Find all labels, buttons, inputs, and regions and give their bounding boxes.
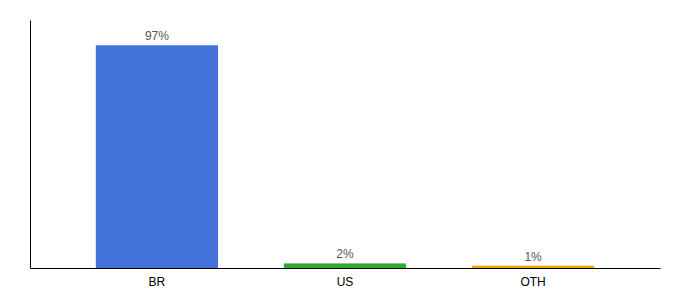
- data-labels: 97% 2% 1%: [145, 29, 542, 263]
- x-tick-label: BR: [149, 275, 166, 289]
- x-tick: OTH: [520, 275, 545, 289]
- y-axis: [30, 21, 31, 269]
- x-tick-label: OTH: [520, 275, 545, 289]
- x-tick: US: [337, 275, 354, 289]
- x-axis: BR US OTH: [31, 269, 661, 289]
- plot-area: BR US OTH 97% 2% 1%: [31, 21, 661, 289]
- bars: [96, 45, 594, 268]
- chart-svg: BR US OTH 97% 2% 1%: [0, 0, 680, 300]
- data-label: 2%: [336, 247, 354, 261]
- bar: [96, 45, 218, 268]
- data-label: 1%: [524, 250, 542, 264]
- x-axis-line: [31, 268, 661, 269]
- x-tick-label: US: [337, 275, 354, 289]
- y-axis-line: [30, 21, 31, 269]
- data-label: 97%: [145, 29, 169, 43]
- bar: [284, 263, 406, 268]
- x-tick: BR: [149, 275, 166, 289]
- chart-container: BR US OTH 97% 2% 1%: [0, 0, 680, 300]
- bar: [472, 266, 594, 268]
